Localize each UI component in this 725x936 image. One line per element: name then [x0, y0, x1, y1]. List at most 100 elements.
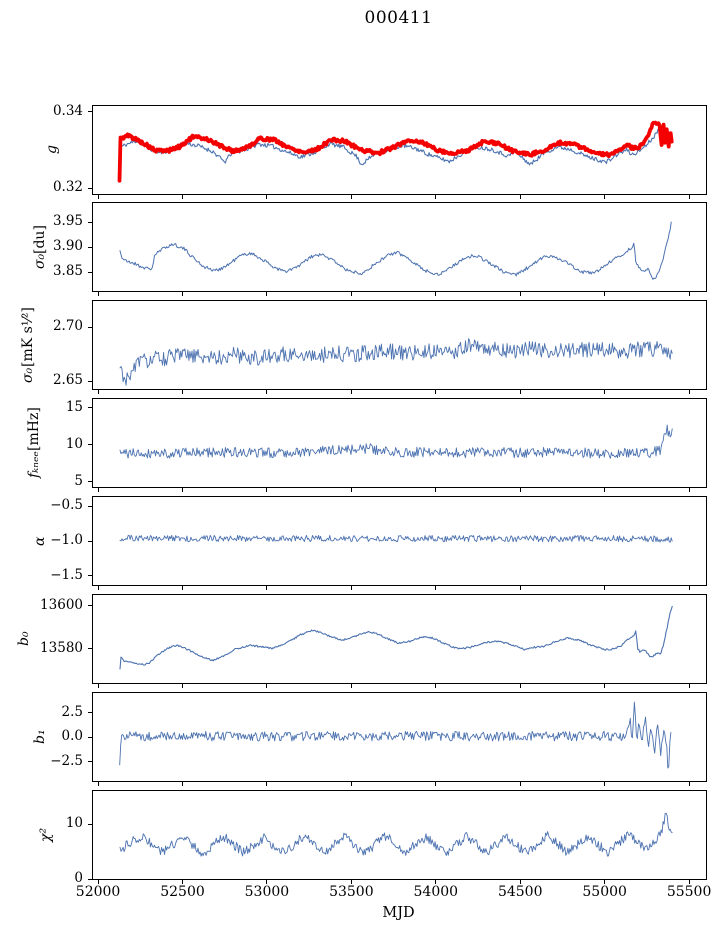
y-axis-label-var: b₀: [16, 631, 32, 647]
x-tick: [435, 782, 437, 786]
x-tick: [182, 195, 183, 199]
x-tick: [97, 390, 99, 394]
y-tick-label-g: 0.34: [52, 102, 83, 119]
x-tick: [182, 292, 183, 296]
x-tick: [688, 195, 690, 199]
x-tick: [97, 488, 99, 492]
x-tick: [435, 880, 437, 884]
x-tick: [435, 488, 437, 492]
subplot-alpha: −0.5 −1.0 −1.5 α: [32, 496, 707, 590]
series-fknee: [119, 424, 673, 459]
y-tick-fknee: [88, 407, 92, 409]
plot-area-chi2: [119, 812, 673, 857]
plot-area-fknee: [119, 424, 673, 459]
plot-area-g: [117, 120, 674, 183]
x-tick: [350, 782, 352, 786]
y-tick-alpha: [88, 505, 92, 507]
x-tick-label: 55000: [582, 884, 627, 900]
x-tick: [266, 195, 268, 199]
x-tick: [266, 488, 268, 492]
y-tick-label-b0: 13580: [40, 639, 83, 656]
y-axis-label-sigma0-mks: σ₀ [mK s¹⁄²]: [19, 301, 37, 389]
y-tick-label-alpha: −1.5: [50, 566, 83, 583]
y-tick-sigma0-du: [88, 221, 92, 223]
plot-area-alpha: [119, 534, 673, 543]
x-tick: [97, 684, 99, 688]
y-tick-label-alpha: −0.5: [50, 497, 83, 514]
x-tick: [519, 684, 521, 688]
y-axis-label-chi2: χ²: [37, 791, 55, 879]
y-tick-chi2: [88, 823, 92, 825]
y-tick-g: [88, 187, 92, 189]
x-tick: [266, 586, 268, 590]
x-tick: [604, 390, 606, 394]
x-tick: [182, 880, 183, 884]
subplot-chi2: 10 0 52000 52500 53000 53500 54000 54500 55000 55…: [38, 790, 711, 900]
y-tick-label-sigma0-du: 3.95: [52, 213, 83, 229]
x-tick: [519, 586, 521, 590]
x-tick: [435, 586, 437, 590]
x-tick-label: 52000: [75, 884, 121, 900]
y-tick-label-chi2: 10: [65, 815, 83, 831]
y-axis-label-var: fₖₙₑₑ: [26, 451, 42, 479]
y-axis-label-unit: [du]: [32, 224, 48, 254]
x-tick: [266, 292, 268, 296]
series-g-smooth: [117, 120, 674, 183]
x-tick: [519, 488, 521, 492]
subplot-b0: 13600 13580 b₀: [16, 594, 707, 688]
y-tick-label-fknee: 15: [65, 398, 83, 415]
x-tick-label: 53500: [329, 884, 374, 900]
x-tick: [604, 586, 606, 590]
x-tick: [604, 488, 606, 492]
subplot-sigma0-du: 3.95 3.90 3.85 σ₀ [du]: [32, 202, 707, 296]
x-tick: [97, 782, 99, 786]
x-tick: [97, 292, 99, 296]
x-tick: [97, 586, 99, 590]
y-tick-label-b1: 2.5: [61, 703, 83, 720]
y-tick-label-sigma0-du: 3.90: [52, 238, 83, 254]
subplot-sigma0-mks: 2.70 2.65 σ₀ [mK s¹⁄²]: [20, 300, 707, 394]
subplot-b1: 2.5 0.0 −2.5 b₁: [32, 692, 707, 786]
y-axis-label-alpha: α: [31, 497, 49, 585]
y-axis-label-var: σ₀: [20, 367, 36, 383]
plot-area-sigma0-mks: [119, 338, 673, 386]
y-axis-label-sigma0-du: σ₀ [du]: [31, 203, 49, 291]
y-tick-sigma0-mks: [88, 326, 92, 328]
y-tick-label-sigma0-mks: 2.70: [52, 318, 83, 335]
y-tick-label-b1: −2.5: [50, 752, 83, 769]
y-axis-label-unit: [mHz]: [26, 407, 42, 452]
y-axis-label-var: χ²: [38, 827, 54, 843]
y-tick-label-sigma0-mks: 2.65: [52, 372, 83, 389]
x-tick: [604, 782, 606, 786]
x-tick: [97, 880, 99, 884]
x-tick: [182, 684, 183, 688]
x-tick: [350, 488, 352, 492]
x-tick: [266, 390, 268, 394]
x-tick: [266, 782, 268, 786]
x-tick: [350, 292, 352, 296]
x-tick: [688, 488, 690, 492]
y-axis-label-var: α: [32, 536, 48, 546]
y-tick-b1: [88, 736, 92, 738]
x-tick: [688, 684, 690, 688]
y-tick-sigma0-mks: [88, 380, 92, 382]
y-axis-label-var: b₁: [32, 729, 48, 745]
subplot-fknee: 15 10 5 fₖₙₑₑ [mHz]: [26, 398, 707, 492]
y-tick-label-sigma0-du: 3.85: [52, 263, 83, 279]
y-tick-alpha: [88, 540, 92, 542]
x-tick: [350, 586, 352, 590]
x-tick: [604, 684, 606, 688]
series-b0: [119, 605, 673, 670]
y-tick-label-b0: 13600: [40, 596, 83, 613]
x-tick-label: 52500: [160, 884, 205, 900]
x-tick: [688, 292, 690, 296]
x-tick: [604, 195, 606, 199]
x-tick: [350, 684, 352, 688]
x-tick: [435, 292, 437, 296]
plot-area-b1: [119, 701, 672, 769]
y-tick-fknee: [88, 444, 92, 446]
x-tick: [350, 195, 352, 199]
x-tick: [350, 880, 352, 884]
subplot-g: 0.34 0.32 g: [44, 103, 707, 199]
